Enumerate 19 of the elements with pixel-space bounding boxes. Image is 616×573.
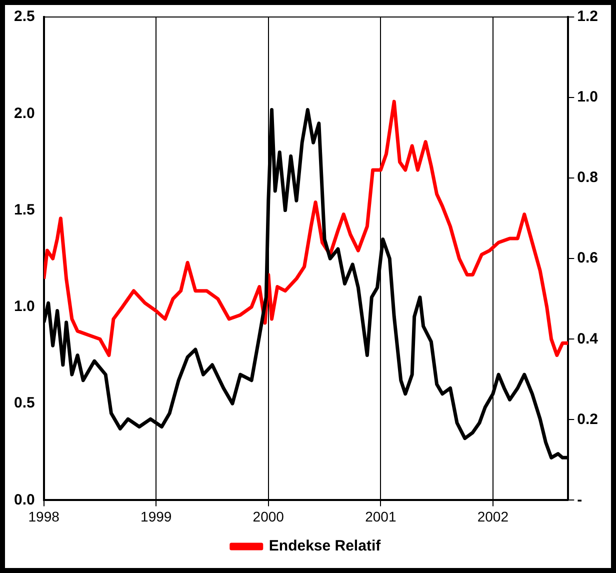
y2-tick-label: 0.8 bbox=[577, 169, 598, 186]
y-tick-label: 0.0 bbox=[14, 491, 35, 508]
x-tick-label: 1998 bbox=[28, 508, 60, 524]
x-tick-label: 2000 bbox=[252, 508, 284, 524]
y-tick-label: 0.5 bbox=[14, 394, 35, 412]
y-tick-label: 1.5 bbox=[14, 201, 35, 218]
y2-tick-label: 0.6 bbox=[577, 250, 598, 267]
y2-tick-label: 0.4 bbox=[577, 330, 599, 348]
y-tick-label: 1.0 bbox=[14, 298, 35, 316]
x-tick-label: 1999 bbox=[140, 508, 172, 524]
legend-label: Endekse Relatif bbox=[268, 538, 382, 555]
x-tick-label: 2001 bbox=[365, 508, 396, 524]
y2-tick-label: 1.2 bbox=[577, 8, 598, 26]
x-tick-label: 2002 bbox=[477, 508, 509, 524]
y-tick-label: 2.0 bbox=[14, 104, 35, 122]
y2-tick-label: 1.0 bbox=[577, 88, 598, 106]
y-tick-label: 2.5 bbox=[14, 8, 35, 26]
y2-tick-label: 0.2 bbox=[577, 410, 598, 428]
y2-tick-label: - bbox=[577, 491, 582, 508]
